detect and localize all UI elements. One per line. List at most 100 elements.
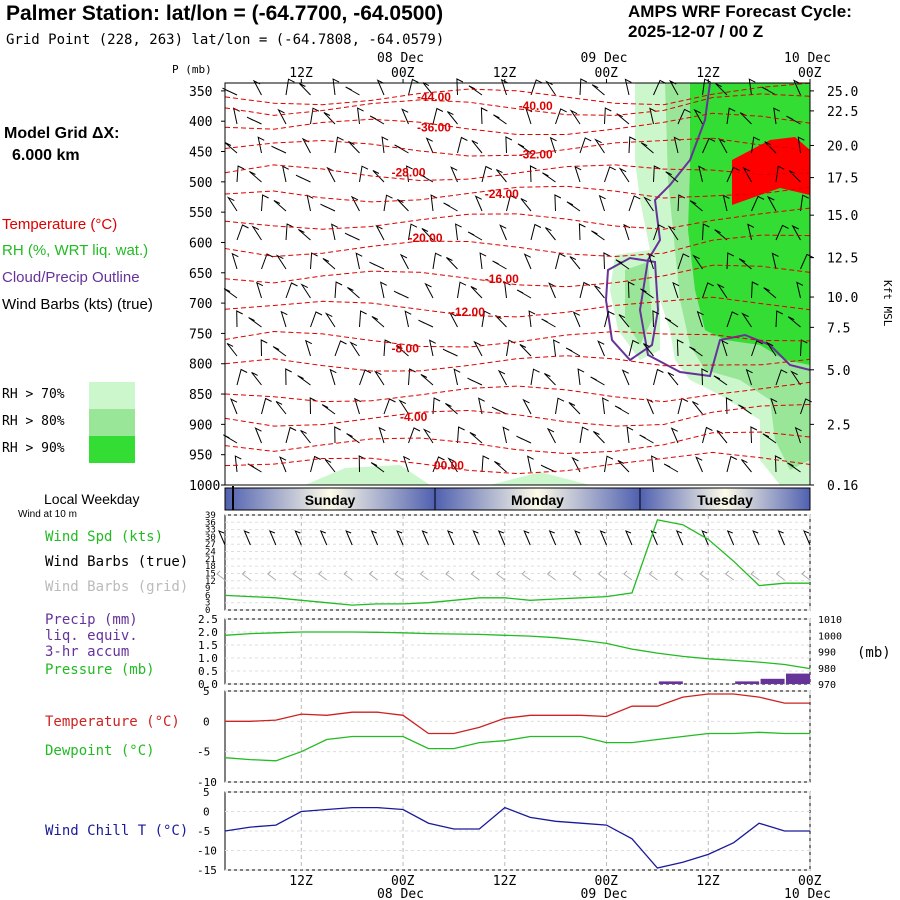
- isotherm: [224, 355, 811, 372]
- wind-barb: [530, 368, 540, 386]
- wind-barb: [383, 339, 392, 357]
- wind-barb: [653, 165, 661, 183]
- bottom-time-label: 12Z: [493, 874, 517, 889]
- wind-barb: [378, 426, 386, 444]
- wind-10m-caption: Wind at 10 m: [18, 509, 77, 520]
- wind-barb-grid: [750, 570, 760, 581]
- wind-barb: [401, 108, 409, 125]
- wind-barb: [578, 223, 586, 241]
- pressure-tick-label: 990: [818, 648, 836, 659]
- weekday-label: Local Weekday: [44, 491, 140, 507]
- pressure-tick-label: 500: [189, 176, 212, 191]
- wind-barb: [480, 107, 488, 125]
- isotherm: [224, 404, 811, 427]
- wind-barb-true: [294, 530, 302, 546]
- wind-barb-true: [268, 530, 277, 546]
- isotherm: [224, 207, 811, 230]
- wind-barb: [226, 196, 238, 212]
- wind-barb: [604, 107, 612, 125]
- wind-barb: [626, 426, 634, 444]
- wind-barb: [285, 426, 297, 444]
- bottom-date-label: 09 Dec: [581, 887, 628, 900]
- wind-barb-grid: [623, 570, 633, 581]
- wind-barb: [494, 461, 507, 473]
- wind-barb: [751, 136, 760, 154]
- wind-barb-true: [650, 530, 658, 546]
- wind-barb: [408, 368, 416, 386]
- height-axis-title: Kft MSL: [881, 280, 894, 327]
- wind-barb: [516, 289, 532, 299]
- bottom-date-label: 08 Dec: [377, 887, 424, 900]
- legend-cloud-outline: Cloud/Precip Outline: [2, 269, 140, 286]
- wind-barb-grid: [317, 570, 328, 581]
- wind-barb: [546, 427, 556, 444]
- wind-barb: [249, 171, 262, 183]
- wind-barb: [598, 194, 606, 212]
- wind-barb: [348, 141, 360, 154]
- pressure-label: Pressure (mb): [45, 662, 155, 678]
- wind-barb: [771, 252, 779, 270]
- wind-barb: [544, 373, 556, 386]
- wind-tick-label: 6: [205, 591, 210, 601]
- pressure-tick-label: 900: [189, 418, 212, 433]
- page-title: Palmer Station: lat/lon = (-64.7700, -64…: [6, 2, 444, 25]
- wind-barb: [738, 404, 752, 415]
- isotherm: [224, 185, 811, 203]
- wind-barb: [280, 310, 288, 328]
- wind-barb: [594, 285, 605, 299]
- wind-tick-label: 3: [205, 599, 210, 609]
- wind-barb: [653, 224, 665, 241]
- wind-barb: [689, 346, 703, 357]
- wind-barbs-true-row: [218, 530, 811, 546]
- wind-barb: [677, 253, 690, 270]
- pressure-tick-label: 750: [189, 327, 212, 342]
- wind-barb: [499, 224, 507, 241]
- cloud-outline: [638, 82, 811, 378]
- wind-barb: [745, 368, 753, 386]
- wind-barb-grid: [801, 570, 811, 581]
- wind-barb: [653, 79, 667, 96]
- wind-barb: [467, 231, 483, 241]
- wind-barb: [530, 79, 543, 96]
- wind-barb: [590, 376, 605, 386]
- wind-barb: [223, 288, 238, 299]
- wind-barb: [492, 260, 507, 270]
- height-tick-label: 12.5: [827, 252, 858, 267]
- temperature-line: [225, 693, 810, 735]
- wind-barb: [247, 463, 262, 473]
- wind-barb-grid: [216, 570, 226, 581]
- wind-barb: [261, 194, 269, 212]
- pressure-tick-label: 400: [189, 115, 212, 130]
- wind-speed-label: Wind Spd (kts): [45, 529, 164, 545]
- wind-barb: [279, 456, 287, 473]
- wind-barb: [621, 369, 630, 386]
- isotherm: [224, 164, 811, 182]
- pressure-tick-label: 650: [189, 267, 212, 282]
- wind-barb: [693, 108, 703, 125]
- height-tick-label: 17.5: [827, 172, 858, 187]
- wind-barb: [355, 252, 363, 270]
- wind-barb: [628, 136, 637, 154]
- precip-sub1: liq. equiv.: [45, 628, 138, 644]
- wind-barb: [471, 140, 483, 154]
- wind-barb: [787, 462, 801, 473]
- wind-barb: [222, 87, 238, 96]
- rh-key-80-label: RH > 80%: [2, 414, 65, 429]
- wind-barb: [721, 339, 729, 357]
- wind-barb: [402, 455, 411, 473]
- isotherm: [224, 234, 811, 258]
- wind-barb: [571, 456, 581, 473]
- wind-barb: [285, 223, 294, 241]
- wind-barb: [702, 223, 710, 241]
- wind-barb: [453, 368, 461, 386]
- wind-barb-grid: [546, 570, 556, 581]
- wind-barb: [332, 78, 340, 96]
- height-tick-label: 5.0: [827, 364, 850, 379]
- wind-barb: [375, 224, 385, 241]
- wind-barb: [445, 403, 458, 415]
- bottom-time-label: 00Z: [798, 874, 822, 889]
- wind-barb: [628, 339, 640, 357]
- height-tick-label: 20.0: [827, 139, 858, 154]
- wind-barb: [692, 254, 703, 270]
- wind-barbs-grid-label: Wind Barbs (grid): [45, 579, 189, 595]
